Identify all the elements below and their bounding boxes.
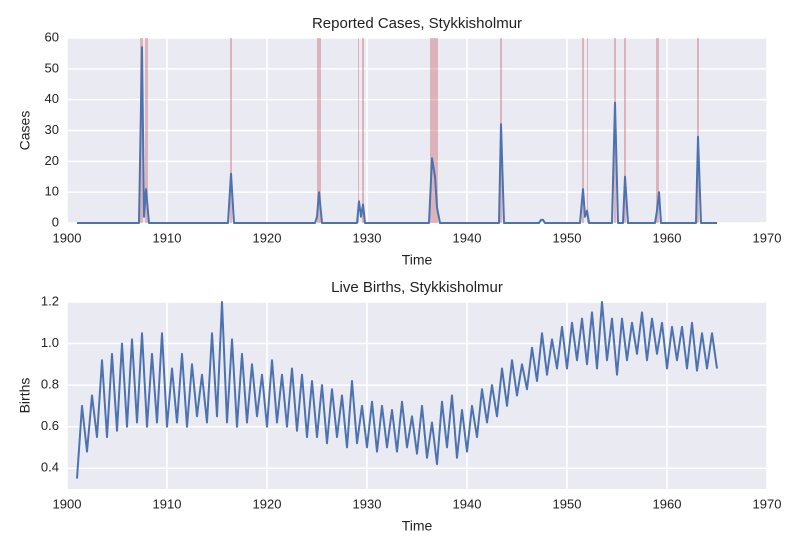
y-tick-label: 1.0 [41,335,59,350]
highlight-span [582,38,584,223]
x-tick-label: 1920 [253,496,282,511]
y-axis-label: Cases [17,111,33,151]
chart-title: Reported Cases, Stykkisholmur [312,15,522,32]
x-tick-label: 1900 [53,230,82,245]
highlight-span [362,38,364,223]
highlight-span [624,38,626,223]
x-tick-label: 1950 [553,230,582,245]
y-tick-label: 0.4 [41,460,59,475]
x-tick-label: 1950 [553,496,582,511]
x-tick-label: 1970 [753,496,782,511]
y-tick-label: 60 [45,29,59,44]
highlight-span [358,38,359,223]
highlight-span [697,38,699,223]
x-tick-label: 1970 [753,230,782,245]
y-tick-label: 0.8 [41,377,59,392]
y-axis-label: Births [17,378,33,414]
y-tick-label: 30 [45,122,59,137]
highlight-span [656,38,659,223]
x-tick-label: 1930 [353,230,382,245]
y-tick-label: 40 [45,91,59,106]
y-tick-label: 20 [45,153,59,168]
highlight-span [230,38,232,223]
y-tick-label: 10 [45,184,59,199]
y-tick-label: 1.2 [41,293,59,308]
x-tick-label: 1900 [53,496,82,511]
x-tick-label: 1940 [453,496,482,511]
x-tick-label: 1920 [253,230,282,245]
highlight-span [317,38,321,223]
y-tick-label: 0 [52,214,59,229]
data-line [77,46,717,224]
chart-title: Live Births, Stykkisholmur [331,279,503,296]
x-tick-label: 1960 [653,496,682,511]
data-line [76,301,718,479]
highlight-span [430,38,438,223]
y-tick-label: 0.6 [41,418,59,433]
x-axis-label: Time [402,518,433,534]
x-tick-label: 1930 [353,496,382,511]
highlight-span [587,38,588,223]
x-axis-label: Time [402,252,433,268]
x-tick-label: 1940 [453,230,482,245]
highlight-span [145,38,148,223]
x-tick-label: 1960 [653,230,682,245]
x-tick-label: 1910 [153,230,182,245]
y-tick-label: 50 [45,60,59,75]
x-tick-label: 1910 [153,496,182,511]
